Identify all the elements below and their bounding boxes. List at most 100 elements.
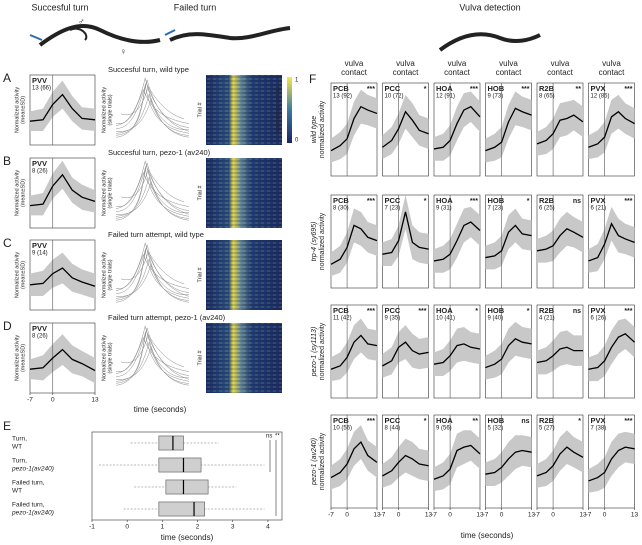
x-tick-label: -7 bbox=[328, 512, 334, 519]
single-trials bbox=[115, 325, 190, 386]
annotation: ns bbox=[266, 434, 272, 440]
n-label: 8 (26) bbox=[32, 169, 48, 175]
header: Failed turn bbox=[174, 2, 217, 12]
mean-line bbox=[29, 267, 96, 287]
neuron-label: PVX bbox=[591, 84, 606, 93]
panel-title: Failed turn attempt, wild type bbox=[108, 230, 204, 239]
row-label: normalized activity bbox=[319, 100, 326, 158]
y-axis-label: (single trials) bbox=[107, 177, 113, 208]
x-tick-label: -7 bbox=[27, 397, 33, 404]
sd-band bbox=[30, 334, 95, 384]
n-label: 5 (27) bbox=[539, 426, 555, 432]
x-tick-label: 1 bbox=[161, 524, 165, 531]
panel-title: Succesful turn, wild type bbox=[108, 65, 189, 74]
sd-band bbox=[537, 211, 583, 263]
mean-line bbox=[536, 446, 584, 477]
neuron-label: HOA bbox=[436, 196, 453, 205]
significance: *** bbox=[367, 86, 375, 93]
colorbar bbox=[287, 77, 292, 143]
neuron-label: PVX bbox=[591, 416, 606, 425]
contact-label: contact bbox=[547, 68, 574, 77]
significance: ** bbox=[576, 86, 582, 93]
sd-band bbox=[588, 318, 635, 382]
trial-label: Trial # bbox=[197, 350, 203, 366]
neuron-label: HOA bbox=[436, 416, 453, 425]
panel-letter: A bbox=[3, 71, 11, 85]
sd-band bbox=[588, 94, 635, 160]
panel-letter: F bbox=[309, 72, 316, 86]
mean-line bbox=[588, 332, 635, 370]
mean-line bbox=[588, 110, 635, 148]
y-axis-label: (single trials) bbox=[107, 342, 113, 373]
significance: * bbox=[527, 308, 530, 315]
contact-label: vulva bbox=[448, 59, 467, 68]
mean-line bbox=[588, 222, 635, 262]
sd-band bbox=[537, 430, 583, 488]
y-axis-label: (single trials) bbox=[107, 259, 113, 290]
box bbox=[165, 479, 209, 495]
neuron-label: PCC bbox=[385, 84, 401, 93]
contact-label: contact bbox=[444, 68, 471, 77]
y-axis-label: Normalized activity bbox=[14, 170, 20, 216]
neuron-label: PVX bbox=[591, 196, 606, 205]
n-label: 9 (73) bbox=[488, 94, 504, 100]
trial-label: Trial # bbox=[197, 102, 203, 118]
significance: *** bbox=[624, 86, 632, 93]
symbol: ♂ bbox=[78, 16, 85, 26]
colorbar-tick: 1 bbox=[295, 78, 299, 84]
significance: * bbox=[527, 198, 530, 205]
neuron-label: PCB bbox=[333, 416, 349, 425]
n-label: 9 (40) bbox=[488, 316, 504, 322]
neuron-label: HOB bbox=[488, 306, 505, 315]
neuron-label: R2B bbox=[539, 84, 555, 93]
colorbar-label: Normalized activity bbox=[275, 87, 281, 133]
box bbox=[158, 435, 184, 451]
neuron-label: R2B bbox=[539, 196, 555, 205]
significance: ns bbox=[573, 198, 581, 205]
row-label: normalized activity bbox=[319, 432, 326, 490]
x-tick-label: 13 bbox=[631, 512, 639, 519]
neuron-label: HOA bbox=[436, 306, 453, 315]
n-label: 8 (65) bbox=[539, 94, 555, 100]
trial-label: Trial # bbox=[197, 267, 203, 283]
mean-line bbox=[433, 444, 481, 480]
neuron-label: HOB bbox=[488, 416, 505, 425]
panel-title: Succesful turn, pezo-1 (av240) bbox=[108, 148, 211, 157]
mean-line bbox=[330, 224, 378, 265]
box bbox=[158, 457, 202, 473]
neuron-label: PCB bbox=[333, 84, 349, 93]
neuron-label: PCC bbox=[385, 306, 401, 315]
x-tick-label: -7 bbox=[380, 512, 386, 519]
n-label: 7 (23) bbox=[488, 206, 504, 212]
significance: * bbox=[578, 418, 581, 425]
significance: *** bbox=[367, 418, 375, 425]
box bbox=[158, 501, 205, 517]
mean-line bbox=[382, 110, 429, 148]
sd-band bbox=[537, 330, 583, 375]
x-tick-label: 13 bbox=[579, 512, 587, 519]
heatmap-rows bbox=[206, 158, 282, 228]
category-label: Turn, bbox=[12, 436, 27, 443]
mean-line bbox=[382, 211, 429, 255]
sd-band bbox=[382, 438, 429, 488]
n-label: 6 (21) bbox=[591, 206, 607, 212]
mean-line bbox=[485, 107, 532, 152]
significance: *** bbox=[367, 198, 375, 205]
mean-line bbox=[433, 343, 481, 365]
sd-band bbox=[485, 208, 532, 270]
neuron-label: PCC bbox=[385, 416, 401, 425]
single-trials bbox=[115, 242, 190, 303]
row-label: normalized activity bbox=[319, 212, 326, 270]
sd-band bbox=[485, 91, 532, 163]
significance: *** bbox=[624, 418, 632, 425]
significance: * bbox=[475, 308, 478, 315]
mean-line bbox=[29, 348, 96, 372]
significance: ns bbox=[521, 418, 529, 425]
row-label: pezo-1 (av240) bbox=[311, 438, 318, 486]
single-trials bbox=[115, 77, 190, 138]
panel-title: Failed turn attempt, pezo-1 (av240) bbox=[108, 313, 226, 322]
contact-label: contact bbox=[341, 68, 368, 77]
x-tick-label: 13 bbox=[528, 512, 536, 519]
sd-band bbox=[588, 431, 635, 493]
sd-band bbox=[537, 99, 583, 156]
